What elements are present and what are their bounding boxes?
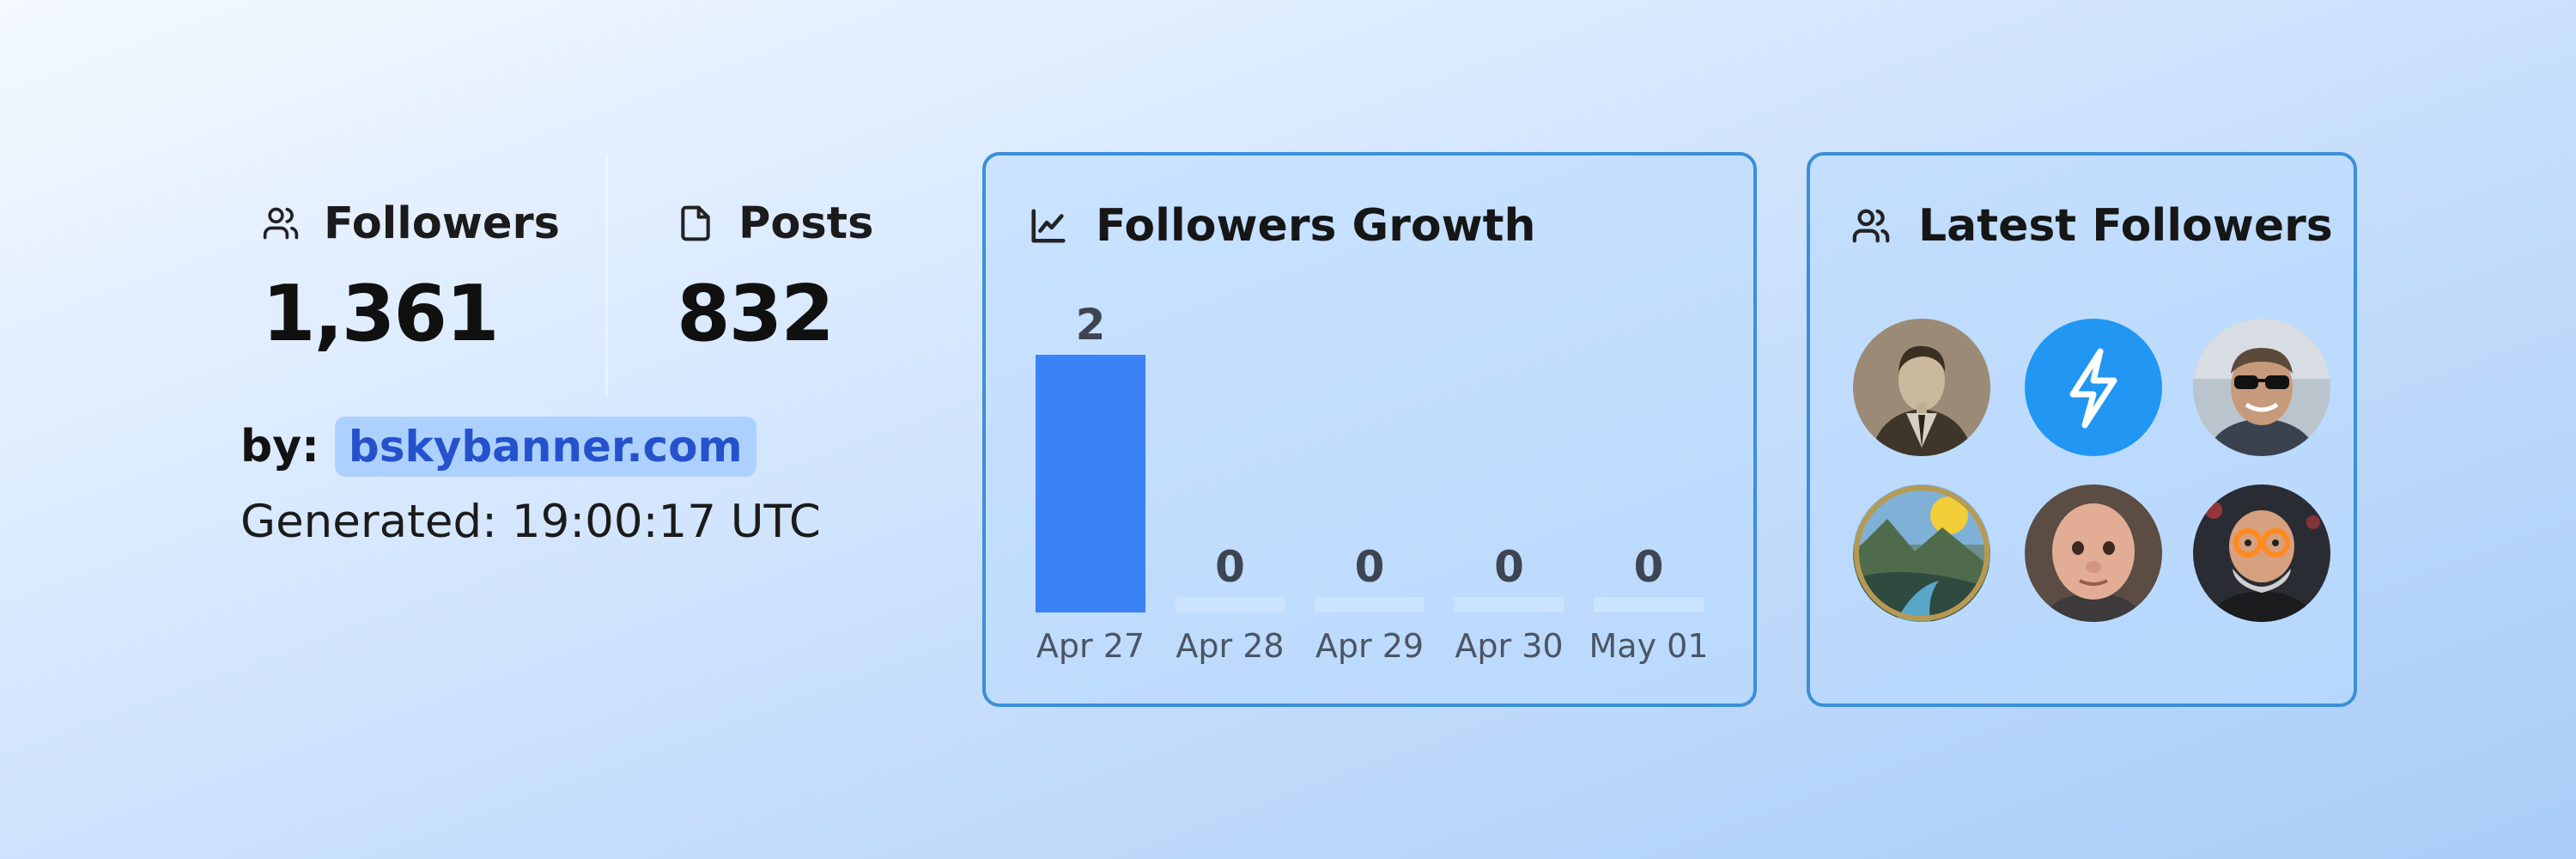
bar-category-label: Apr 27 (1036, 627, 1145, 665)
bar-value-label: 0 (1634, 542, 1664, 592)
latest-followers-card: Latest Followers (1807, 152, 2357, 707)
growth-card-header: Followers Growth (1029, 200, 1535, 252)
follower-avatar-sunglasses-man[interactable] (2193, 319, 2330, 456)
byline: by: bskybanner.com (240, 412, 756, 481)
growth-card-title: Followers Growth (1096, 200, 1536, 252)
followers-count: 1,361 (262, 269, 500, 359)
bar-apr-29 (1315, 597, 1425, 612)
bar-category-label: Apr 29 (1315, 627, 1424, 665)
posts-label: Posts (738, 198, 874, 249)
bar-apr-28 (1175, 597, 1285, 612)
followers-growth-chart: 2 Apr 27 0 Apr 28 0 Apr 29 0 Apr 30 0 May 01 (1036, 300, 1709, 665)
bar-apr-30 (1454, 597, 1564, 612)
lightning-icon (2069, 348, 2117, 429)
follower-avatar-lightning[interactable] (2025, 319, 2162, 456)
posts-stat: Posts 832 (677, 193, 874, 360)
bar-value-label: 0 (1494, 542, 1524, 592)
users-icon (1852, 209, 1890, 243)
followers-stat: Followers 1,361 (262, 193, 561, 360)
bar-category-label: Apr 30 (1455, 627, 1563, 665)
latest-card-header: Latest Followers (1851, 200, 2333, 252)
bar-may-01 (1594, 597, 1704, 612)
bar-value-label: 0 (1355, 542, 1385, 592)
bar-value-label: 0 (1215, 542, 1245, 592)
bar-value-label: 2 (1076, 300, 1106, 350)
follower-avatar-landscape-painting[interactable] (1853, 484, 1990, 622)
bar-category-label: May 01 (1589, 627, 1709, 665)
follower-avatar-bald-man[interactable] (2025, 484, 2162, 622)
bar-apr-27 (1036, 355, 1145, 612)
follower-avatar-vintage-portrait[interactable] (1853, 319, 1990, 456)
file-icon (681, 205, 710, 241)
followers-label: Followers (324, 198, 561, 249)
latest-card-title: Latest Followers (1918, 200, 2333, 252)
bskybanner-link[interactable]: bskybanner.com (334, 417, 756, 477)
by-label: by: (240, 421, 319, 472)
followers-growth-card: Followers Growth 2 Apr 27 0 Apr 28 0 Apr 29 0 A… (982, 152, 1757, 707)
bar-category-label: Apr 28 (1176, 627, 1284, 665)
follower-avatar-cartoon-glasses-man[interactable] (2193, 484, 2330, 622)
users-icon (263, 207, 299, 240)
posts-count: 832 (677, 269, 835, 359)
stat-divider (605, 155, 608, 395)
line-chart-icon (1031, 209, 1066, 243)
generated-timestamp: Generated: 19:00:17 UTC (240, 496, 821, 548)
